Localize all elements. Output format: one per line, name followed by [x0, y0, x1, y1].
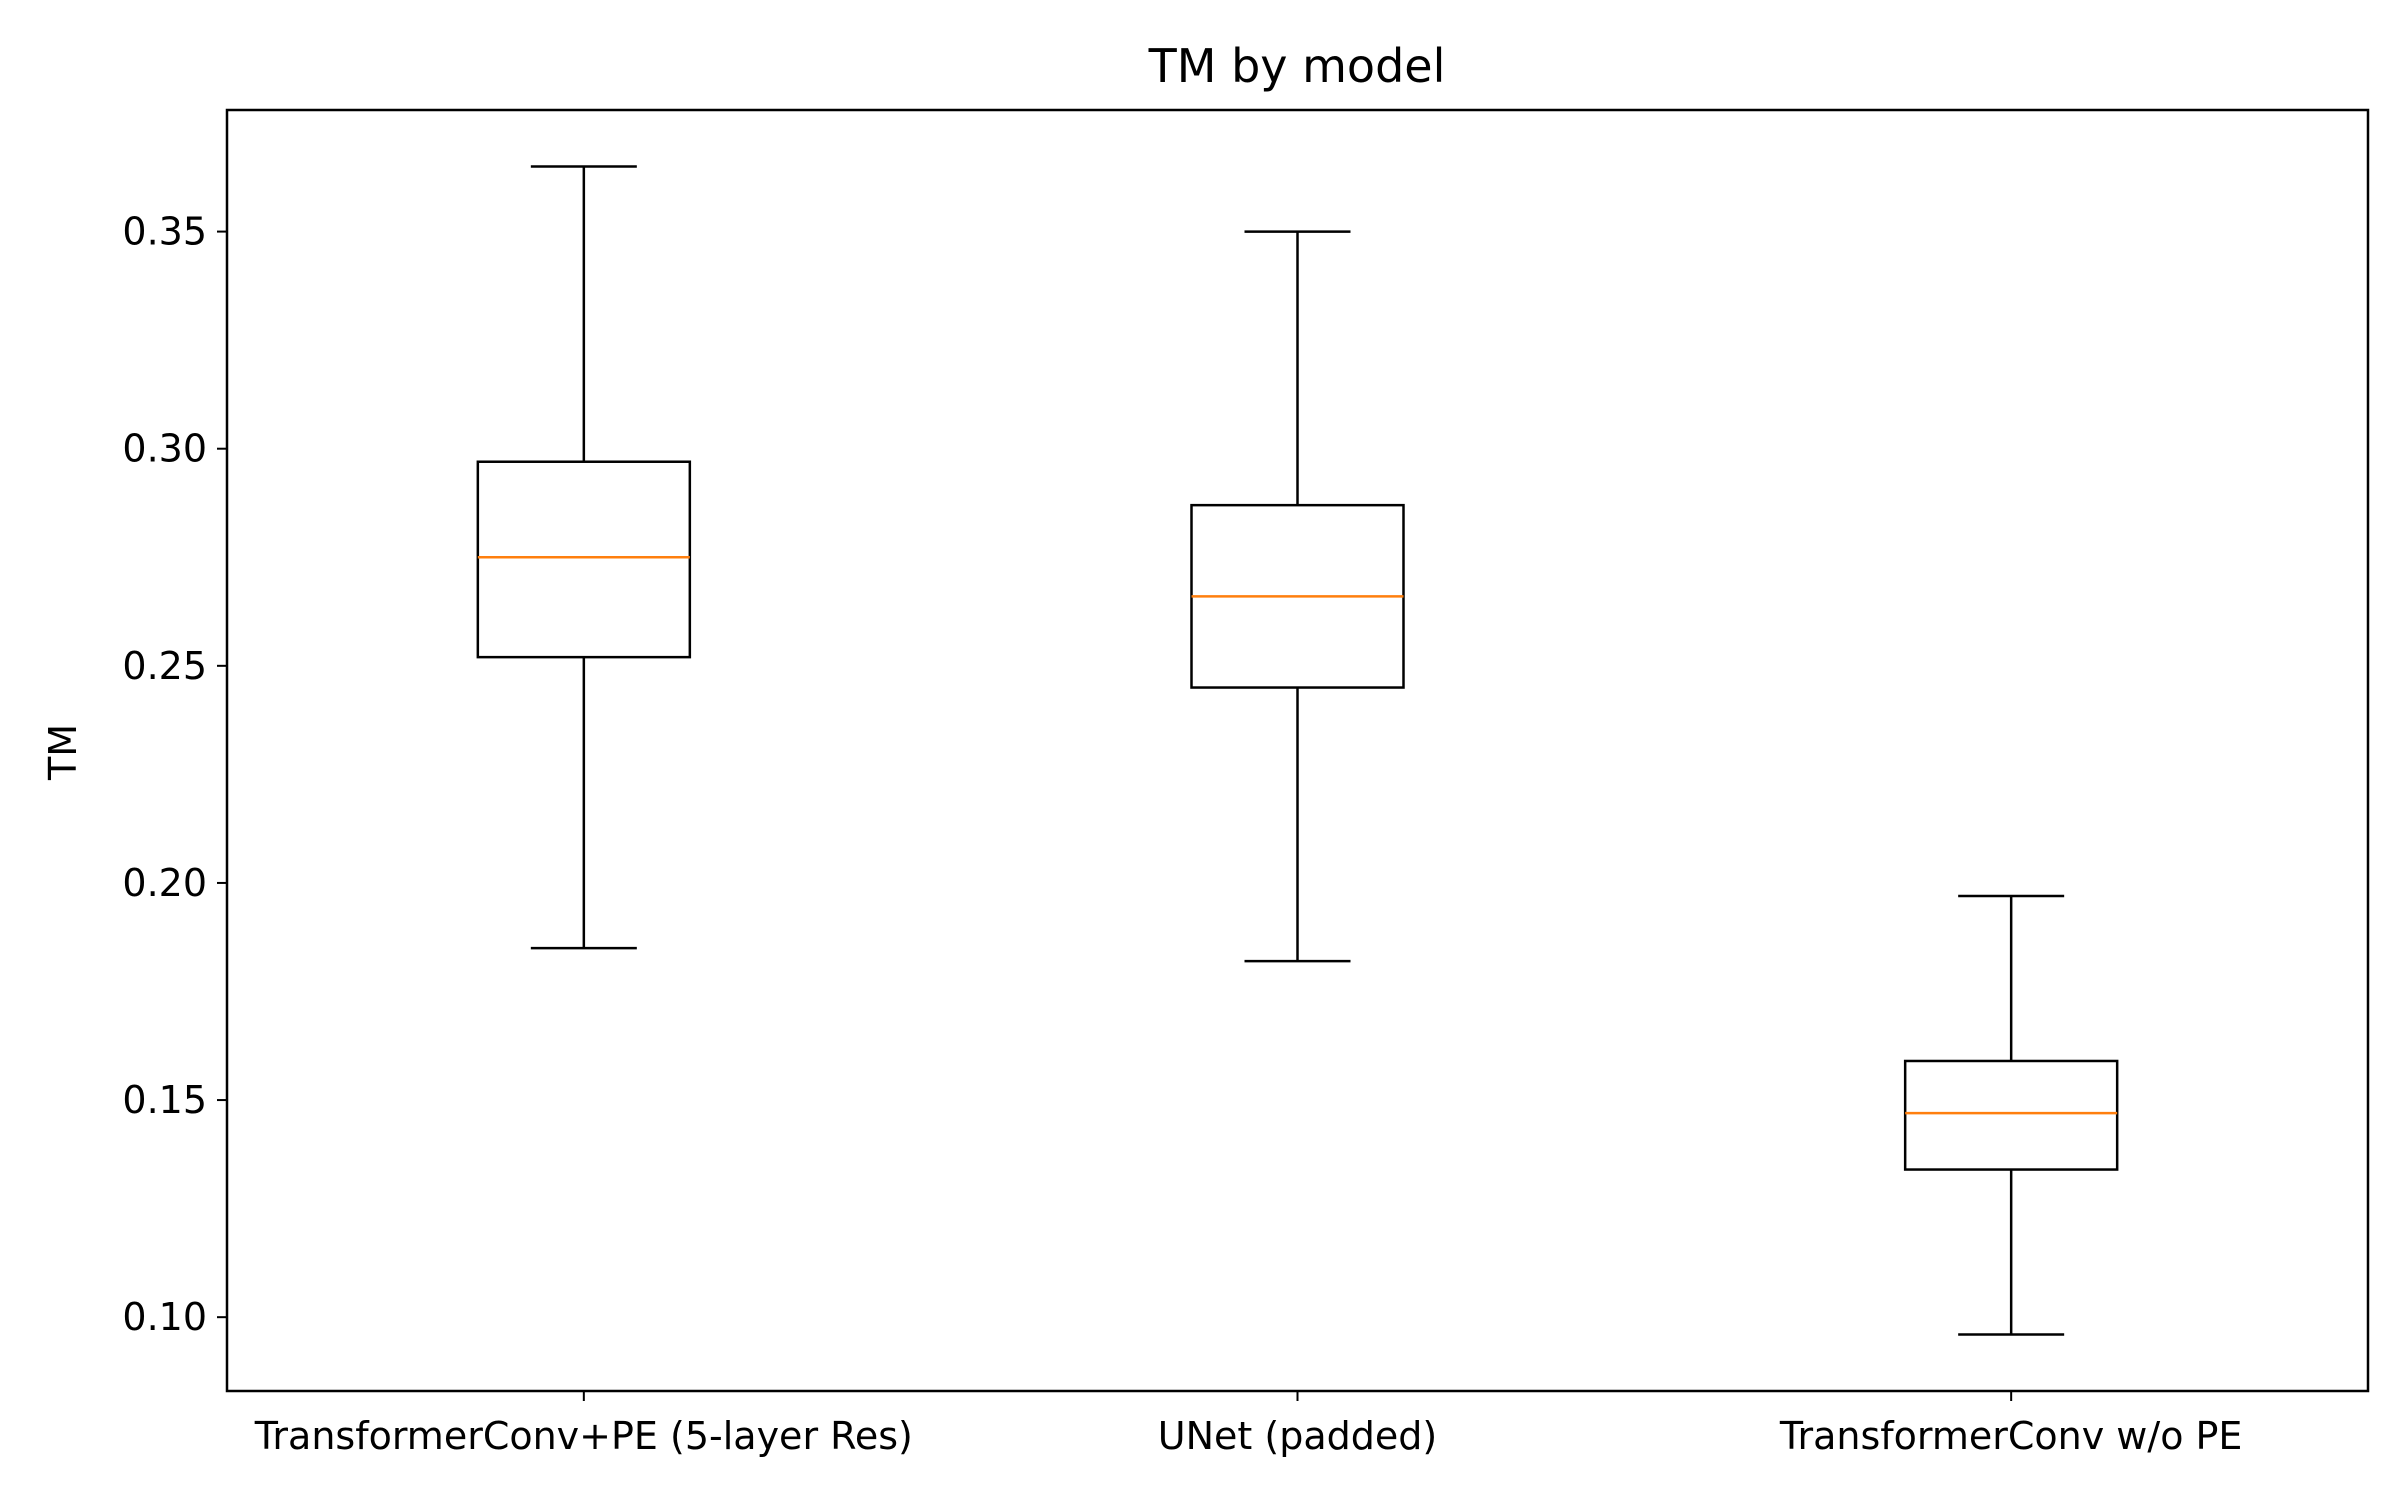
chart-title: TM by model	[1148, 39, 1446, 93]
y-tick-label: 0.35	[122, 210, 207, 254]
plot-area: 0.10 0.15 0.20 0.25 0.30 0.35 TransformerConv+…	[122, 165, 2243, 1458]
x-tick-label: TransformerConv w/o PE	[1779, 1414, 2243, 1458]
y-tick-label: 0.10	[122, 1295, 207, 1339]
y-tick-label: 0.15	[122, 1078, 207, 1122]
y-tick-label: 0.25	[122, 644, 207, 688]
y-axis-label: TM	[41, 724, 85, 781]
y-tick-label: 0.30	[122, 427, 207, 471]
box-iqr	[476, 460, 692, 659]
plot-frame	[225, 108, 2370, 1393]
x-tick-label: UNet (padded)	[1158, 1414, 1437, 1458]
box-iqr	[1903, 1059, 2119, 1171]
x-tick-label: TransformerConv+PE (5-layer Res)	[254, 1414, 913, 1458]
y-tick-label: 0.20	[122, 861, 207, 905]
